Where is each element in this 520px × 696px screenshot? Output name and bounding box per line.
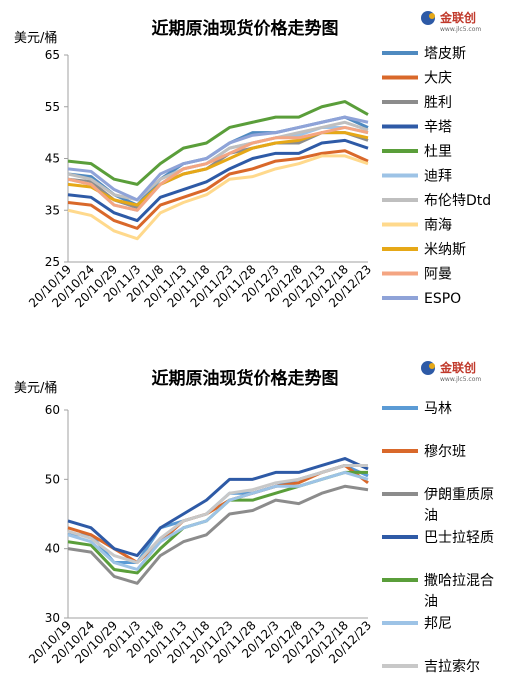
series-line	[67, 100, 369, 186]
legend-label: 吉拉索尔	[424, 658, 480, 675]
y-axis-label: 美元/桶	[14, 31, 57, 46]
logo-url: www.jlc5.com	[440, 26, 481, 33]
y-axis-label: 美元/桶	[14, 381, 57, 396]
y-tick-label: 50	[45, 472, 60, 486]
y-tick-label: 25	[45, 255, 60, 269]
legend-label: 布伦特Dtd	[424, 193, 491, 209]
legend-label: 迪拜	[424, 169, 452, 185]
series-line	[67, 138, 369, 223]
y-tick-label: 60	[45, 403, 60, 417]
series-line	[67, 470, 369, 571]
y-tick-label: 35	[45, 203, 60, 217]
series-line	[67, 457, 369, 558]
series-line	[67, 149, 369, 230]
chart-title: 近期原油现货价格走势图	[152, 18, 339, 39]
legend-label: 撒哈拉混合油	[424, 573, 494, 610]
legend-label: 伊朗重质原油	[424, 487, 494, 524]
y-tick-label: 45	[45, 152, 60, 166]
legend-label: 穆尔班	[424, 444, 466, 460]
series-line	[67, 484, 369, 585]
series-line	[67, 120, 369, 202]
legend-label: 大庆	[424, 71, 452, 87]
chart-title: 近期原油现货价格走势图	[152, 368, 339, 389]
series-line	[67, 125, 369, 212]
logo-url: www.jlc5.com	[440, 376, 481, 383]
series-line	[67, 115, 369, 202]
logo-icon	[429, 13, 435, 19]
legend-label: 胜利	[424, 95, 452, 111]
legend-label: 米纳斯	[424, 242, 466, 258]
legend-label: 塔皮斯	[424, 46, 466, 62]
y-tick-label: 40	[45, 542, 60, 556]
legend-label: 邦尼	[424, 616, 452, 632]
y-tick-label: 65	[45, 48, 60, 62]
legend-label: 巴士拉轻质	[424, 530, 494, 546]
legend-label: 杜里	[424, 144, 452, 160]
legend-label: 马林	[424, 401, 452, 417]
series-line	[67, 463, 368, 565]
legend-label: 辛塔	[424, 120, 452, 136]
legend-label: 南海	[424, 218, 452, 234]
logo-icon	[429, 363, 435, 369]
logo: 金联创	[439, 10, 476, 25]
series-line	[67, 154, 369, 241]
logo: 金联创	[439, 360, 476, 375]
legend-label: ESPO	[424, 291, 461, 307]
y-tick-label: 55	[45, 100, 60, 114]
legend-label: 阿曼	[424, 267, 452, 283]
y-tick-label: 30	[45, 611, 60, 625]
